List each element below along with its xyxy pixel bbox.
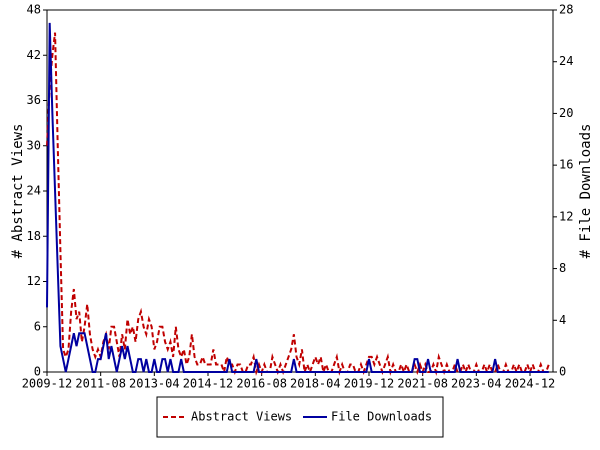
y2-tick-label: 20	[559, 106, 573, 120]
legend-label: File Downloads	[331, 410, 432, 424]
y2-tick-label: 24	[559, 54, 573, 68]
x-tick-label: 2013-04	[129, 377, 180, 391]
y-tick-label: 48	[27, 3, 41, 17]
series-line	[46, 22, 549, 373]
y-axis-label: # Abstract Views	[10, 124, 26, 259]
x-tick-label: 2016-08	[236, 377, 287, 391]
y-tick-label: 6	[34, 319, 41, 333]
y2-tick-label: 0	[559, 365, 566, 379]
x-tick-label: 2024-12	[505, 377, 556, 391]
x-tick-label: 2021-08	[397, 377, 448, 391]
y-tick-label: 42	[27, 48, 41, 62]
plot-frame	[46, 9, 554, 373]
legend	[156, 396, 444, 438]
y-tick-label: 24	[27, 184, 41, 198]
y-tick-label: 30	[27, 138, 41, 152]
y-tick-label: 0	[34, 365, 41, 379]
y-tick-label: 12	[27, 274, 41, 288]
legend-label: Abstract Views	[191, 410, 292, 424]
x-tick-label: 2011-08	[75, 377, 126, 391]
x-tick-label: 2018-04	[290, 377, 341, 391]
y-tick-label: 36	[27, 93, 41, 107]
x-tick-label: 2019-12	[344, 377, 395, 391]
x-tick-label: 2009-12	[22, 377, 73, 391]
y2-tick-label: 28	[559, 3, 573, 17]
y2-tick-label: 4	[559, 313, 566, 327]
x-tick-label: 2014-12	[183, 377, 234, 391]
y2-tick-label: 8	[559, 261, 566, 275]
y2-axis-label: # File Downloads	[578, 124, 594, 259]
y-tick-label: 18	[27, 229, 41, 243]
x-tick-label: 2023-04	[451, 377, 502, 391]
y2-tick-label: 12	[559, 209, 573, 223]
y2-tick-label: 16	[559, 158, 573, 172]
series-line	[46, 32, 550, 376]
